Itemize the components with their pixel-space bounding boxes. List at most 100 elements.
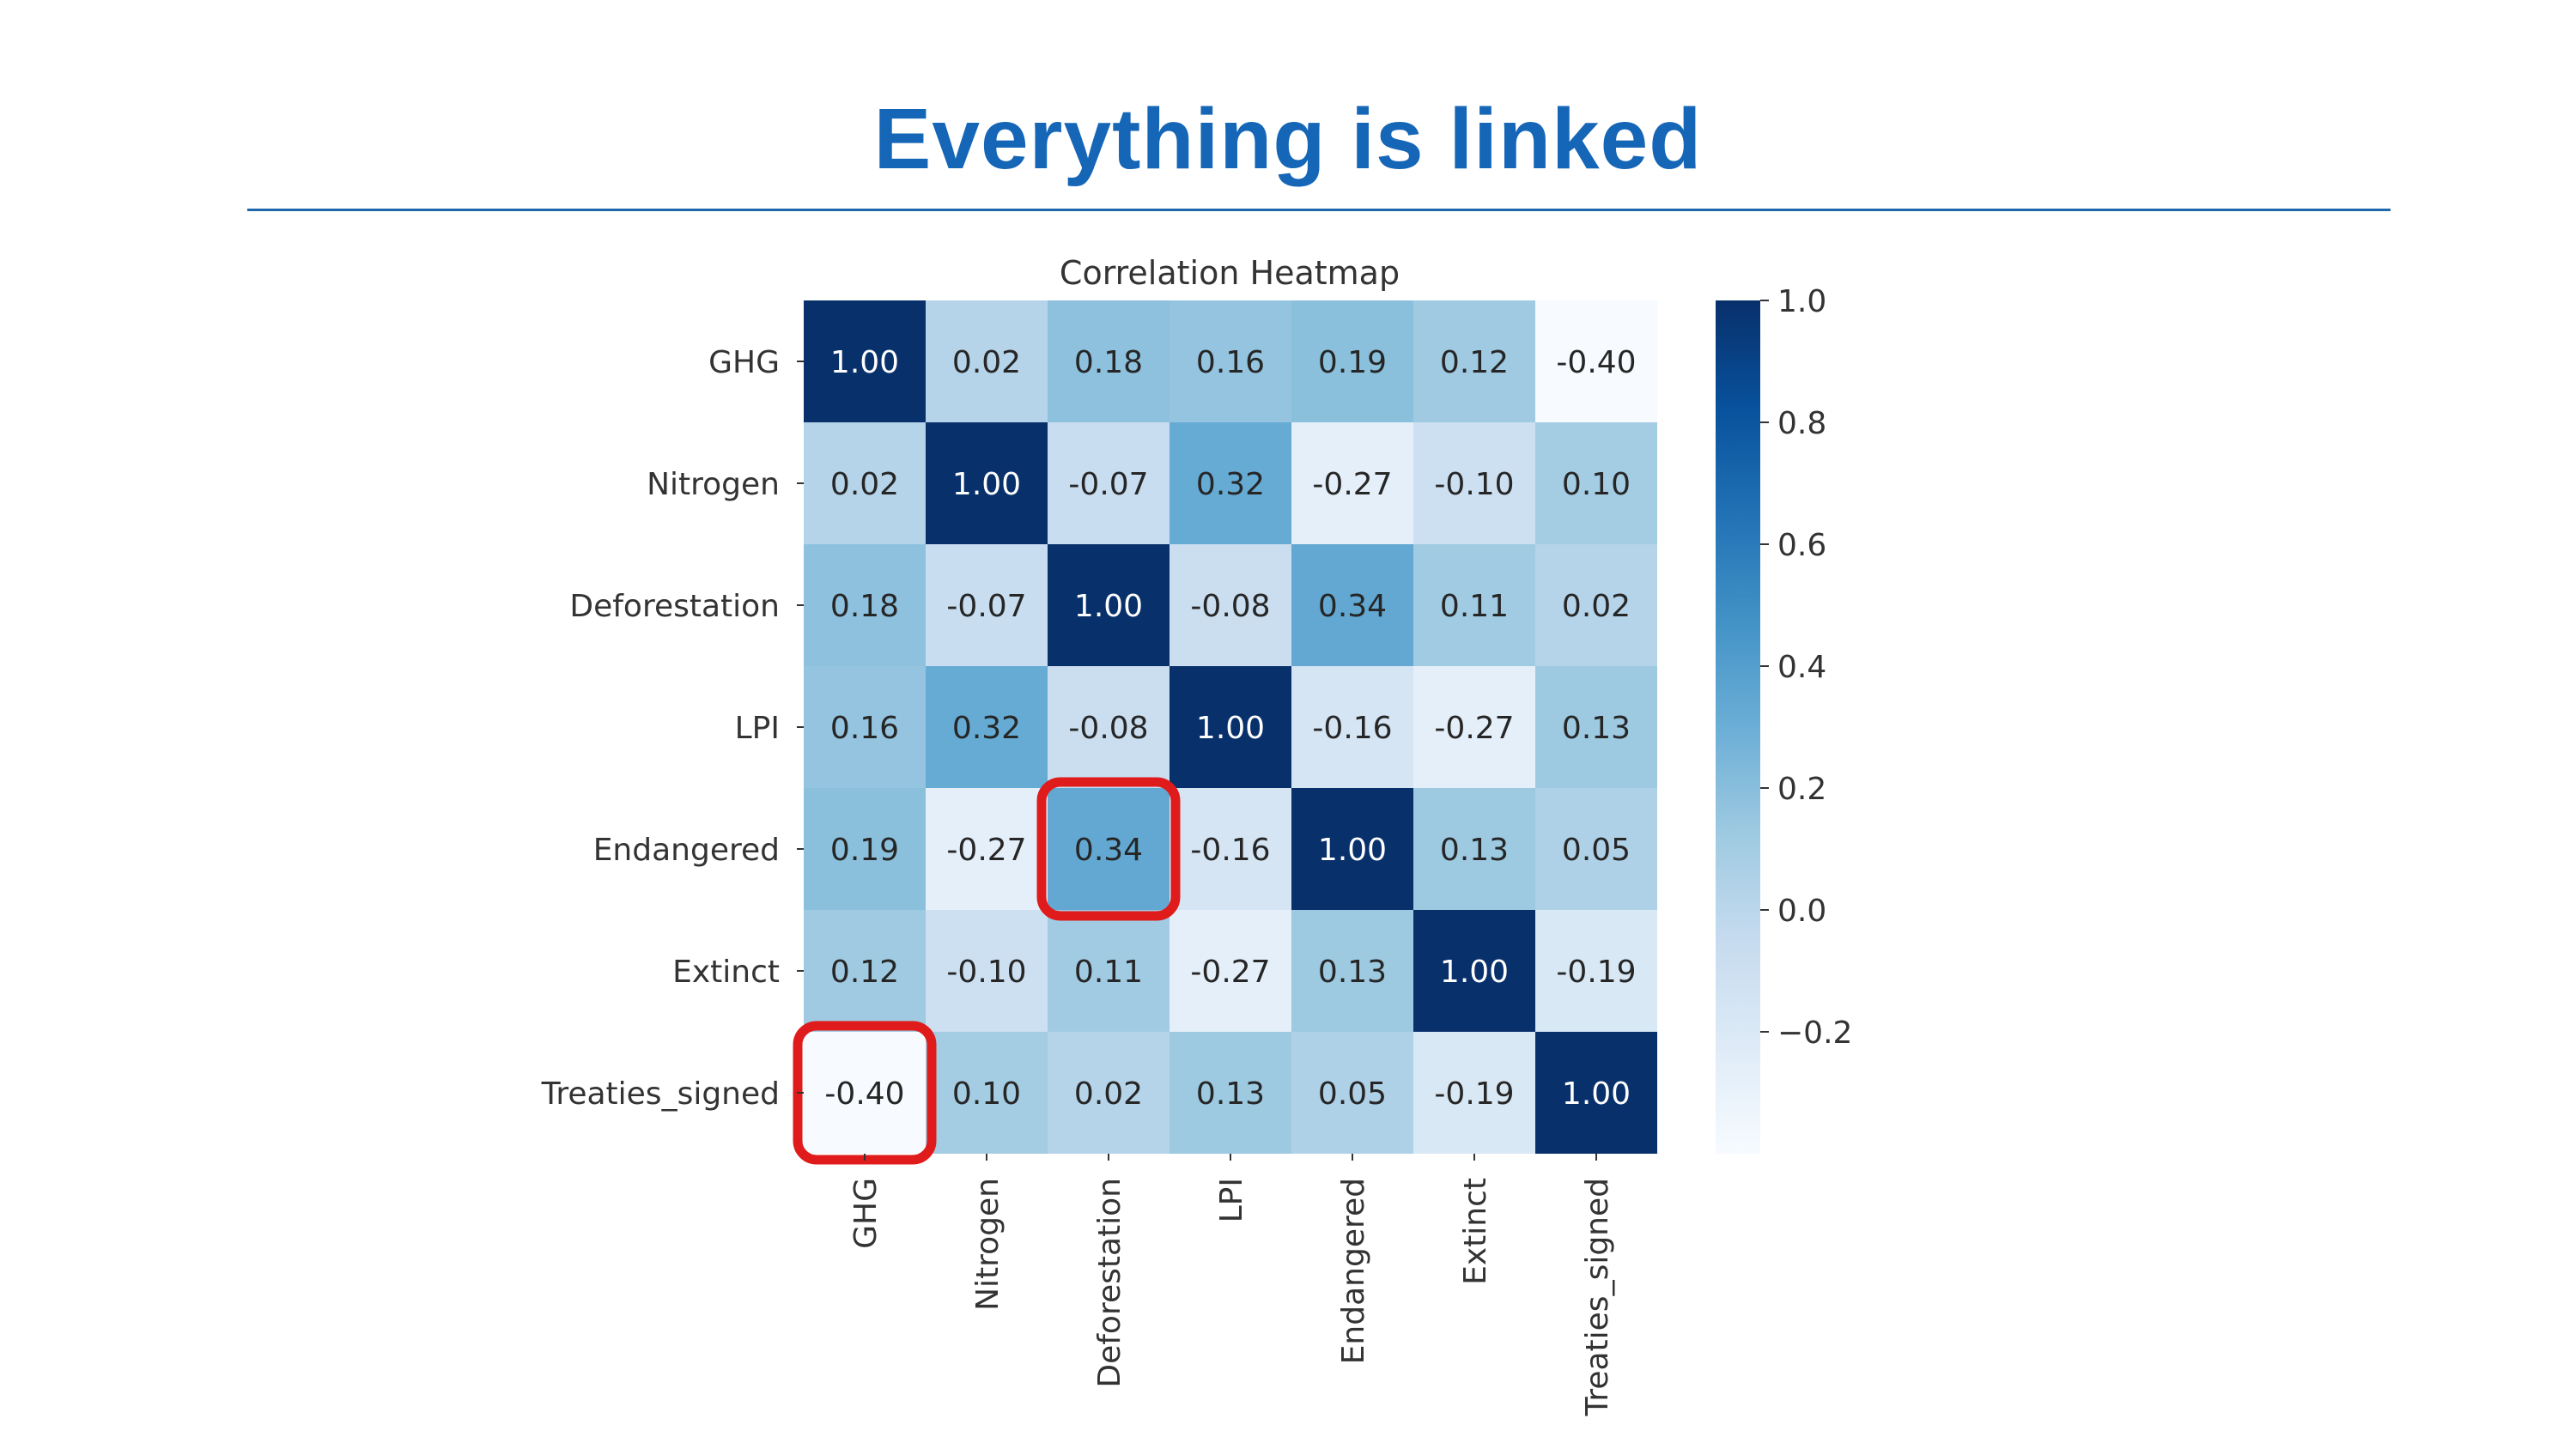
cell-value-label: -0.27 bbox=[1434, 711, 1514, 746]
cell-value-label: 0.13 bbox=[1562, 711, 1631, 746]
column-label-treaties-signed: Treaties_signed bbox=[1580, 1178, 1615, 1416]
cell-value-label: 0.05 bbox=[1562, 833, 1631, 868]
heatmap-cell-endangered-deforestation bbox=[1048, 788, 1170, 910]
column-label-ghg: GHG bbox=[848, 1178, 884, 1249]
cell-value-label: 1.00 bbox=[1196, 711, 1265, 746]
cell-value-label: 0.13 bbox=[1196, 1076, 1265, 1112]
heatmap-cell-endangered-treaties-signed bbox=[1535, 788, 1657, 910]
cell-value-label: 0.34 bbox=[1074, 833, 1143, 868]
row-label-nitrogen: Nitrogen bbox=[647, 467, 780, 502]
heatmap-cell-endangered-nitrogen bbox=[926, 788, 1048, 910]
cell-value-label: 1.00 bbox=[1318, 833, 1387, 868]
cell-value-label: -0.40 bbox=[1556, 345, 1636, 380]
row-label-ghg: GHG bbox=[708, 345, 780, 380]
heatmap-cell-lpi-treaties-signed bbox=[1535, 666, 1657, 788]
cell-value-label: 0.11 bbox=[1074, 955, 1143, 990]
cell-value-label: 1.00 bbox=[1074, 589, 1143, 624]
cell-value-label: 1.00 bbox=[1562, 1076, 1631, 1112]
heatmap-cell-treaties-signed-endangered bbox=[1291, 1032, 1413, 1154]
heatmap-cell-deforestation-extinct bbox=[1413, 544, 1535, 666]
heatmap-cell-lpi-lpi bbox=[1170, 666, 1291, 788]
cell-value-label: -0.27 bbox=[1312, 467, 1392, 502]
heatmap-cell-extinct-endangered bbox=[1291, 910, 1413, 1032]
heatmap-cell-ghg-ghg bbox=[804, 300, 926, 422]
cell-value-label: 0.18 bbox=[1074, 345, 1143, 380]
heatmap-cell-ghg-lpi bbox=[1170, 300, 1291, 422]
column-label-extinct: Extinct bbox=[1458, 1178, 1493, 1285]
heatmap-cell-nitrogen-deforestation bbox=[1048, 422, 1170, 544]
cell-value-label: 0.16 bbox=[1196, 345, 1265, 380]
cell-value-label: -0.07 bbox=[946, 589, 1026, 624]
column-labels: GHG Nitrogen Deforestation LPI Endangered Ext… bbox=[848, 1154, 1615, 1416]
cell-value-label: 0.02 bbox=[952, 345, 1021, 380]
heatmap-cell-treaties-signed-lpi bbox=[1170, 1032, 1291, 1154]
row-labels: GHG Nitrogen Deforestation LPI Endangered Ext… bbox=[541, 345, 804, 1112]
heatmap-cell-lpi-nitrogen bbox=[926, 666, 1048, 788]
cell-value-label: -0.27 bbox=[1190, 955, 1270, 990]
cell-value-label: 0.32 bbox=[952, 711, 1021, 746]
cell-value-label: -0.10 bbox=[946, 955, 1026, 990]
colorbar-tick-label: 0.0 bbox=[1777, 894, 1826, 929]
row-label-extinct: Extinct bbox=[672, 955, 780, 990]
row-label-endangered: Endangered bbox=[593, 833, 780, 868]
cell-value-label: 0.13 bbox=[1318, 955, 1387, 990]
cell-value-label: 0.12 bbox=[830, 955, 899, 990]
cell-value-label: 1.00 bbox=[830, 345, 899, 380]
cell-value-label: 0.12 bbox=[1440, 345, 1509, 380]
cell-value-label: 0.10 bbox=[952, 1076, 1021, 1112]
cell-value-label: 0.10 bbox=[1562, 467, 1631, 502]
cell-value-label: 0.16 bbox=[830, 711, 899, 746]
cell-value-label: -0.19 bbox=[1556, 955, 1636, 990]
heatmap-cell-extinct-nitrogen bbox=[926, 910, 1048, 1032]
heatmap-cell-lpi-deforestation bbox=[1048, 666, 1170, 788]
heatmap-cell-extinct-extinct bbox=[1413, 910, 1535, 1032]
colorbar-tick-label: −0.2 bbox=[1777, 1016, 1852, 1051]
heatmap-cell-deforestation-nitrogen bbox=[926, 544, 1048, 666]
heatmap-cell-endangered-extinct bbox=[1413, 788, 1535, 910]
colorbar-tick-label: 0.8 bbox=[1777, 406, 1826, 441]
column-label-nitrogen: Nitrogen bbox=[970, 1178, 1005, 1311]
column-label-deforestation: Deforestation bbox=[1092, 1178, 1127, 1388]
row-label-lpi: LPI bbox=[735, 711, 780, 746]
chart-title: Correlation Heatmap bbox=[1060, 254, 1400, 292]
cell-value-label: -0.08 bbox=[1190, 589, 1270, 624]
cell-value-label: 0.19 bbox=[1318, 345, 1387, 380]
cell-value-label: 0.02 bbox=[1074, 1076, 1143, 1112]
colorbar-tick-label: 0.6 bbox=[1777, 528, 1826, 563]
cell-value-label: -0.10 bbox=[1434, 467, 1514, 502]
cell-value-label: -0.19 bbox=[1434, 1076, 1514, 1112]
heatmap-cell-extinct-lpi bbox=[1170, 910, 1291, 1032]
cell-value-label: -0.40 bbox=[824, 1076, 904, 1112]
heatmap-cell-ghg-endangered bbox=[1291, 300, 1413, 422]
heatmap-cell-endangered-lpi bbox=[1170, 788, 1291, 910]
column-label-lpi: LPI bbox=[1214, 1178, 1249, 1222]
cell-value-label: 0.19 bbox=[830, 833, 899, 868]
cell-value-label: 0.32 bbox=[1196, 467, 1265, 502]
colorbar-gradient bbox=[1716, 300, 1760, 1154]
colorbar: 1.0 0.8 0.6 0.4 0.2 0.0 −0.2 bbox=[1716, 284, 1852, 1154]
heatmap-cell-nitrogen-lpi bbox=[1170, 422, 1291, 544]
heatmap-cell-endangered-ghg bbox=[804, 788, 926, 910]
heatmap-cell-deforestation-ghg bbox=[804, 544, 926, 666]
title-divider bbox=[247, 209, 2391, 211]
heatmap-cell-ghg-deforestation bbox=[1048, 300, 1170, 422]
heatmap-cell-deforestation-lpi bbox=[1170, 544, 1291, 666]
heatmap-cell-nitrogen-endangered bbox=[1291, 422, 1413, 544]
heatmap-cell-extinct-deforestation bbox=[1048, 910, 1170, 1032]
heatmap-cell-treaties-signed-deforestation bbox=[1048, 1032, 1170, 1154]
cell-value-label: 0.13 bbox=[1440, 833, 1509, 868]
cell-value-label: -0.16 bbox=[1312, 711, 1392, 746]
heatmap-cell-nitrogen-ghg bbox=[804, 422, 926, 544]
cell-value-label: 1.00 bbox=[952, 467, 1021, 502]
heatmap-cell-nitrogen-extinct bbox=[1413, 422, 1535, 544]
heatmap-cell-lpi-ghg bbox=[804, 666, 926, 788]
heatmap-cell-deforestation-endangered bbox=[1291, 544, 1413, 666]
highlight-box-endangered-deforestation bbox=[1036, 777, 1181, 921]
heatmap-cell-extinct-treaties-signed bbox=[1535, 910, 1657, 1032]
heatmap-cell-deforestation-deforestation bbox=[1048, 544, 1170, 666]
heatmap-cell-extinct-ghg bbox=[804, 910, 926, 1032]
cell-value-label: 0.18 bbox=[830, 589, 899, 624]
colorbar-tick-label: 0.2 bbox=[1777, 772, 1826, 807]
cell-value-label: 0.34 bbox=[1318, 589, 1387, 624]
cell-value-label: -0.07 bbox=[1068, 467, 1148, 502]
